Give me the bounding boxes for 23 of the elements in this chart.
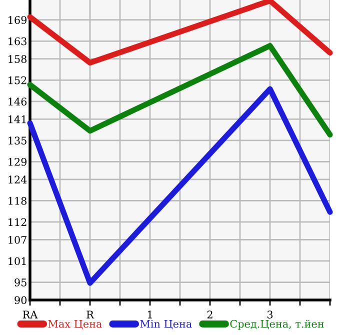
- y-tick-label: 169: [8, 16, 27, 24]
- y-tick-label: 107: [8, 236, 26, 244]
- y-tick-label: 146: [8, 98, 27, 106]
- y-tick-label: 163: [8, 37, 26, 46]
- x-tick-label: R: [86, 310, 94, 318]
- y-tick-label: 158: [8, 55, 27, 63]
- y-tick-label: 129: [8, 158, 27, 166]
- legend-label: Max Цена: [48, 320, 102, 330]
- y-tick-label: 118: [8, 196, 27, 205]
- y-tick-label: 124: [8, 176, 27, 184]
- y-tick-label: 101: [8, 257, 26, 266]
- x-tick-label: RA: [22, 310, 38, 318]
- legend-label: Min Цена: [140, 320, 192, 330]
- y-tick-label: 141: [8, 115, 26, 124]
- y-tick-label: 90: [14, 296, 27, 304]
- y-tick-label: 112: [8, 218, 26, 226]
- x-tick-label: 3: [267, 310, 273, 318]
- x-tick-label: 2: [207, 310, 212, 318]
- x-tick-label: 1: [148, 310, 152, 318]
- legend-label: Сред.Цена, т.йен: [230, 320, 324, 330]
- y-tick-label: 95: [14, 278, 26, 286]
- y-tick-label: 135: [8, 136, 26, 145]
- y-tick-label: 152: [8, 76, 26, 84]
